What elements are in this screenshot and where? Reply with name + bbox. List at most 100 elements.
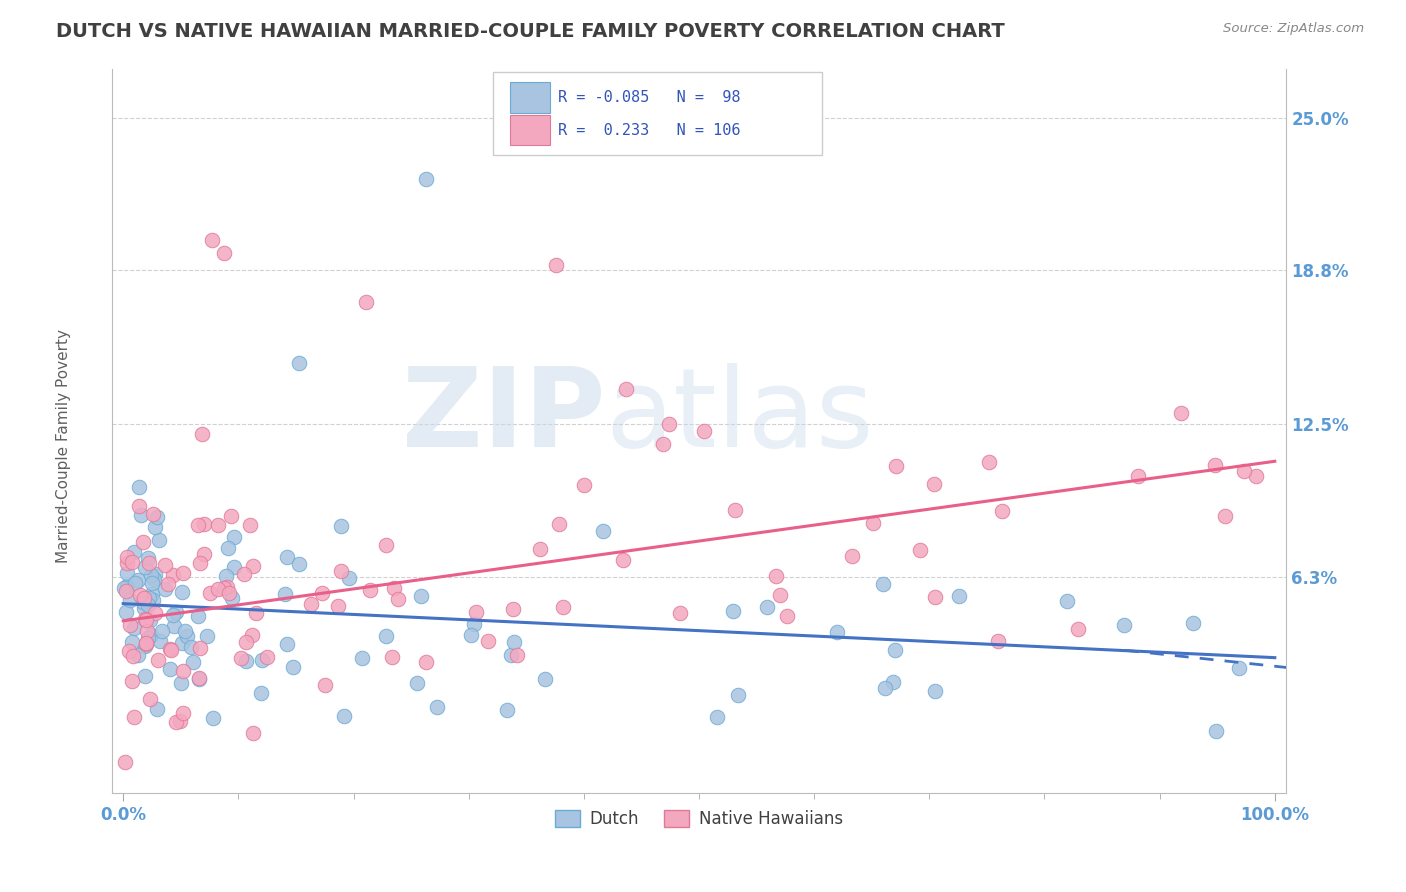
- Point: [256, 649, 278, 664]
- Point: [172, 706, 194, 721]
- Point: [180, 640, 202, 654]
- Point: [1126, 468, 1149, 483]
- Point: [135, 636, 157, 650]
- Point: [311, 586, 333, 600]
- Point: [1205, 724, 1227, 739]
- Point: [276, 637, 298, 651]
- FancyBboxPatch shape: [510, 82, 550, 112]
- Point: [174, 624, 197, 638]
- Point: [544, 258, 567, 272]
- Point: [195, 629, 218, 643]
- Point: [337, 571, 360, 585]
- Point: [288, 557, 311, 571]
- Point: [384, 581, 406, 595]
- Point: [187, 609, 209, 624]
- Point: [172, 566, 194, 581]
- Point: [162, 607, 184, 622]
- Point: [354, 294, 377, 309]
- Point: [229, 650, 252, 665]
- Point: [207, 518, 229, 533]
- Point: [188, 671, 211, 685]
- Point: [115, 550, 138, 565]
- Point: [1056, 594, 1078, 608]
- Point: [359, 582, 381, 597]
- Text: R =  0.233   N = 106: R = 0.233 N = 106: [558, 122, 741, 137]
- Point: [135, 624, 157, 639]
- Point: [139, 692, 162, 706]
- Point: [146, 702, 169, 716]
- Point: [724, 503, 747, 517]
- Point: [217, 541, 239, 556]
- Point: [232, 566, 254, 581]
- Text: atlas: atlas: [605, 363, 873, 469]
- Point: [250, 652, 273, 666]
- Point: [651, 437, 673, 451]
- Point: [551, 599, 574, 614]
- Point: [948, 589, 970, 603]
- Point: [405, 676, 427, 690]
- Point: [172, 636, 194, 650]
- Point: [201, 711, 224, 725]
- Point: [193, 547, 215, 561]
- Point: [612, 553, 634, 567]
- Point: [129, 588, 152, 602]
- Point: [207, 582, 229, 596]
- Point: [134, 612, 156, 626]
- Point: [330, 564, 353, 578]
- Text: DUTCH VS NATIVE HAWAIIAN MARRIED-COUPLE FAMILY POVERTY CORRELATION CHART: DUTCH VS NATIVE HAWAIIAN MARRIED-COUPLE …: [56, 22, 1005, 41]
- Point: [159, 643, 181, 657]
- Point: [387, 591, 409, 606]
- Point: [143, 573, 166, 587]
- Point: [506, 648, 529, 662]
- Point: [415, 172, 437, 186]
- Point: [502, 602, 524, 616]
- Point: [170, 584, 193, 599]
- Point: [460, 628, 482, 642]
- Point: [193, 517, 215, 532]
- Point: [120, 618, 142, 632]
- Point: [281, 659, 304, 673]
- Point: [127, 573, 149, 587]
- Point: [157, 577, 180, 591]
- Point: [415, 655, 437, 669]
- Point: [153, 558, 176, 573]
- Point: [134, 669, 156, 683]
- Point: [121, 673, 143, 688]
- Point: [201, 233, 224, 247]
- Point: [115, 566, 138, 580]
- Point: [155, 582, 177, 597]
- Point: [159, 642, 181, 657]
- Point: [1112, 618, 1135, 632]
- Point: [350, 651, 373, 665]
- Point: [658, 417, 681, 431]
- Point: [142, 593, 165, 607]
- Point: [572, 478, 595, 492]
- Point: [721, 604, 744, 618]
- Text: Source: ZipAtlas.com: Source: ZipAtlas.com: [1223, 22, 1364, 36]
- Point: [115, 579, 138, 593]
- Point: [148, 533, 170, 548]
- Point: [496, 702, 519, 716]
- Point: [165, 605, 187, 619]
- Point: [135, 637, 157, 651]
- Point: [273, 587, 295, 601]
- Point: [534, 672, 557, 686]
- Point: [121, 556, 143, 570]
- Point: [143, 566, 166, 581]
- Point: [668, 606, 690, 620]
- Point: [128, 499, 150, 513]
- Point: [886, 459, 908, 474]
- Point: [215, 568, 238, 582]
- Point: [333, 708, 356, 723]
- Point: [141, 576, 163, 591]
- Point: [219, 509, 242, 524]
- Point: [240, 628, 263, 642]
- Point: [136, 550, 159, 565]
- Point: [924, 590, 946, 604]
- Point: [165, 715, 187, 730]
- Point: [242, 726, 264, 740]
- Point: [872, 577, 894, 591]
- Point: [979, 455, 1001, 469]
- Point: [503, 635, 526, 649]
- Point: [142, 507, 165, 521]
